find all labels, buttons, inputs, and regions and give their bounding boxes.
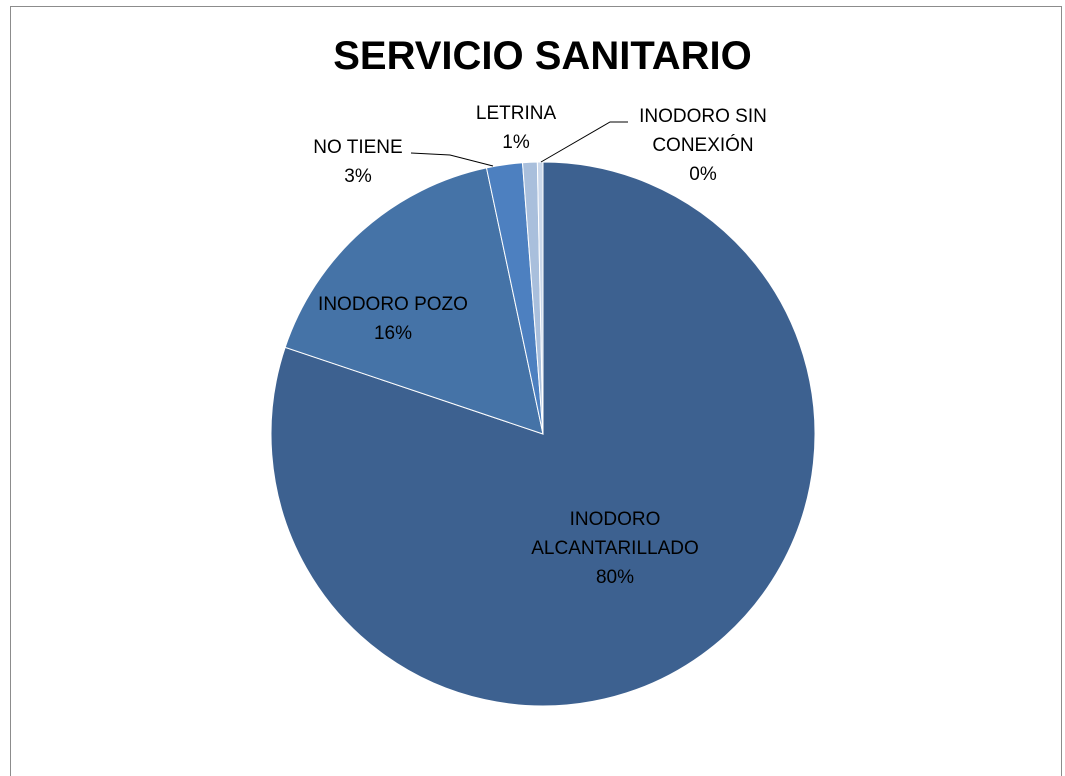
chart-title: SERVICIO SANITARIO <box>333 34 752 78</box>
pie-slice-inodoro-sin-conexi-n <box>536 161 544 435</box>
leader-line-no-tiene <box>410 152 494 167</box>
data-label-letrina: LETRINA 1% <box>476 103 557 153</box>
data-label-inodoro-alcantarillado: INODORO ALCANTARILLADO 80% <box>531 509 699 588</box>
data-label-no-tiene: NO TIENE 3% <box>313 137 402 187</box>
pie-slice-inodoro-pozo <box>284 167 544 435</box>
leader-line-inodoro-sin-conexi-n <box>540 121 628 163</box>
data-label-inodoro-sin-conexi-n: INODORO SIN CONEXIÓN 0% <box>639 106 767 185</box>
data-label-inodoro-pozo: INODORO POZO 16% <box>318 294 468 344</box>
